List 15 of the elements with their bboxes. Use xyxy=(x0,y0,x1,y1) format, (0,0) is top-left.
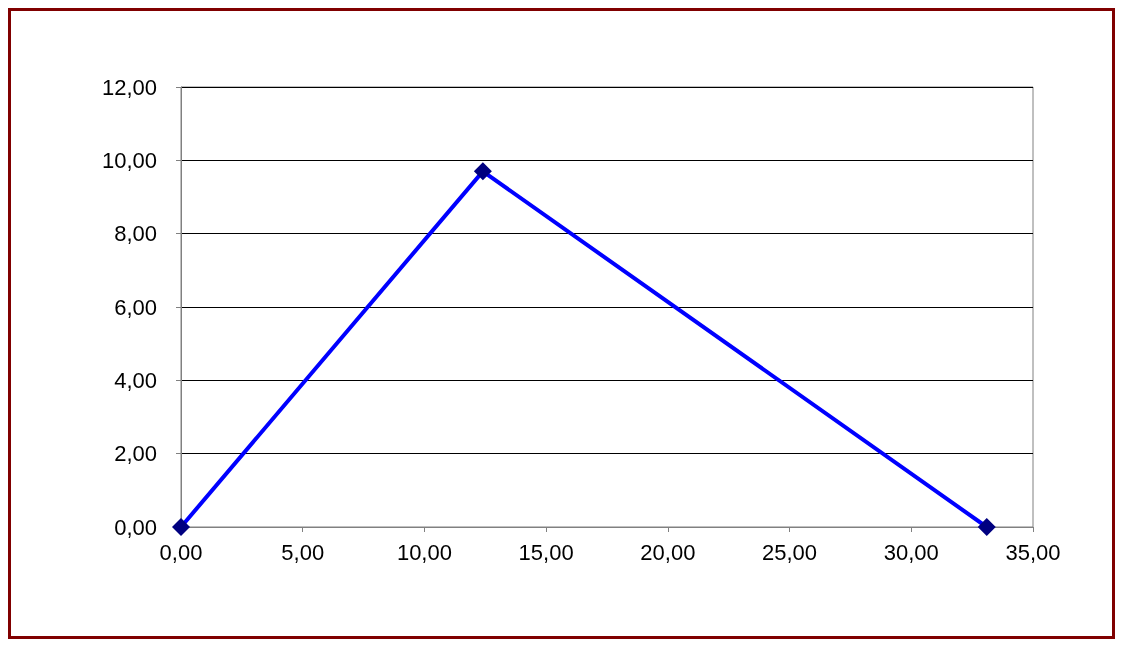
x-tick-label: 5,00 xyxy=(281,539,325,565)
x-tick-label: 10,00 xyxy=(396,539,452,565)
y-tick-label: 12,00 xyxy=(101,74,157,100)
y-tick-label: 4,00 xyxy=(114,367,157,393)
x-tick-label: 30,00 xyxy=(883,539,939,565)
x-tick-label: 0,00 xyxy=(159,539,203,565)
y-tick-label: 0,00 xyxy=(114,514,157,540)
x-tick-label: 35,00 xyxy=(1005,539,1061,565)
x-tick-label: 25,00 xyxy=(762,539,818,565)
y-tick-label: 8,00 xyxy=(114,221,157,247)
x-tick-label: 20,00 xyxy=(640,539,696,565)
y-tick-label: 2,00 xyxy=(114,441,157,467)
y-tick-label: 10,00 xyxy=(101,147,157,173)
x-tick-label: 15,00 xyxy=(518,539,574,565)
y-tick-label: 6,00 xyxy=(114,294,157,320)
